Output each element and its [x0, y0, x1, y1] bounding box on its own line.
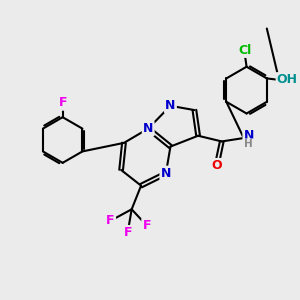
- Text: N: N: [161, 167, 171, 180]
- Text: F: F: [123, 226, 132, 239]
- Text: F: F: [106, 214, 115, 227]
- Text: OH: OH: [277, 74, 298, 86]
- Text: N: N: [143, 122, 153, 135]
- Text: F: F: [142, 219, 151, 232]
- Text: N: N: [165, 99, 176, 112]
- Text: F: F: [58, 96, 67, 110]
- Text: N: N: [244, 129, 254, 142]
- Text: H: H: [244, 139, 253, 149]
- Text: O: O: [211, 159, 222, 172]
- Text: Cl: Cl: [238, 44, 251, 57]
